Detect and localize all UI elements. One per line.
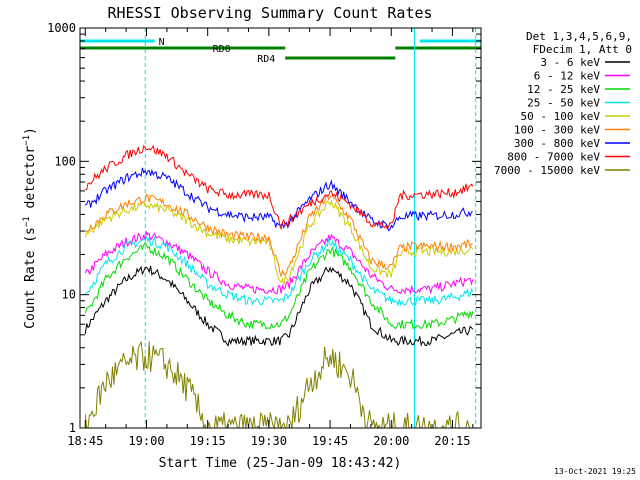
series-line-300-800-kev <box>84 167 473 232</box>
y-tick-label: 10 <box>62 288 76 302</box>
series-line-6-12-kev <box>84 230 474 295</box>
x-tick-label: 19:45 <box>312 434 348 448</box>
footer-timestamp: 13-Oct-2021 19:25 <box>554 467 636 476</box>
legend: Det 1,3,4,5,6,9,FDecim 1, Att 03 - 6 keV… <box>494 30 632 177</box>
plot-frame <box>79 27 482 429</box>
axes: 1 10 100 1000 18:45 19:00 19:15 19:30 19:45 20:00… <box>47 21 481 448</box>
legend-entry-label: 3 - 6 keV <box>540 56 600 69</box>
series-line-25-50-kev <box>84 235 474 307</box>
y-axis-label: Count Rate (s−1 detector−1) <box>22 127 38 329</box>
legend-entry-label: 25 - 50 keV <box>527 97 600 110</box>
legend-entry-label: 100 - 300 keV <box>514 124 600 137</box>
legend-entry-label: 6 - 12 keV <box>534 70 601 83</box>
series-line-7000-15000-kev <box>84 340 473 430</box>
legend-entry-label: 800 - 7000 keV <box>507 151 600 164</box>
legend-header: FDecim 1, Att 0 <box>533 43 632 56</box>
x-tick-label: 20:15 <box>434 434 470 448</box>
legend-entry-label: 7000 - 15000 keV <box>494 164 600 177</box>
x-tick-label: 19:30 <box>251 434 287 448</box>
flag-label: RD4 <box>257 54 275 65</box>
legend-entry-label: 50 - 100 keV <box>521 110 601 123</box>
series-lines <box>84 144 474 430</box>
series-line-100-300-kev <box>84 193 473 277</box>
x-tick-label: 18:45 <box>67 434 103 448</box>
legend-entry-label: 12 - 25 keV <box>527 83 600 96</box>
y-tick-label: 100 <box>54 154 76 168</box>
flag-bars: N RD0 RD4 <box>80 37 481 65</box>
chart-title: RHESSI Observing Summary Count Rates <box>107 4 432 22</box>
series-line-12-25-kev <box>84 241 474 330</box>
series-line-800-7000-kev <box>85 144 474 231</box>
x-tick-label: 19:15 <box>190 434 226 448</box>
x-axis-label: Start Time (25-Jan-09 18:43:42) <box>159 456 402 471</box>
y-tick-label: 1 <box>69 421 76 435</box>
legend-header: Det 1,3,4,5,6,9, <box>526 30 632 43</box>
series-line-50-100-kev <box>84 199 474 286</box>
x-tick-label: 19:00 <box>128 434 164 448</box>
legend-entry-label: 300 - 800 keV <box>514 137 600 150</box>
x-tick-label: 20:00 <box>373 434 409 448</box>
flag-label: RD0 <box>213 44 231 55</box>
y-tick-label: 1000 <box>47 21 76 35</box>
series-line-3-6-kev <box>84 265 474 347</box>
flag-label: N <box>159 37 165 48</box>
